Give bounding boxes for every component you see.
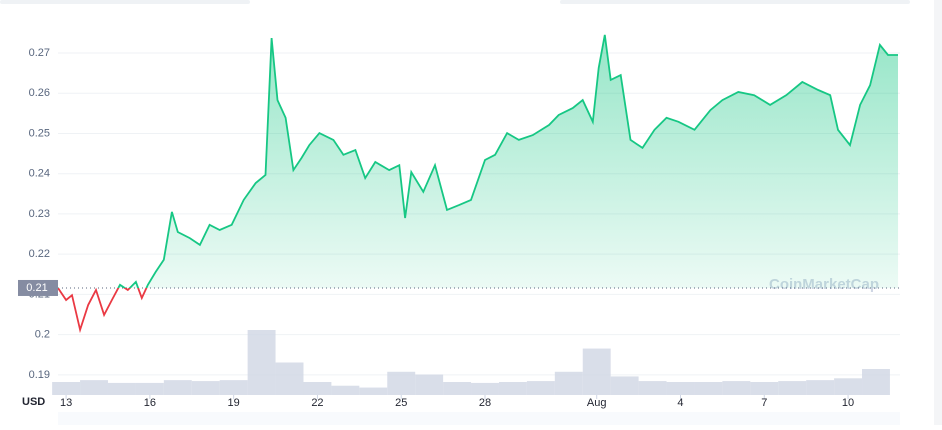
x-tick-label: 10 [842, 397, 854, 409]
x-tick-label: 16 [144, 397, 156, 409]
y-tick-label: 0.25 [29, 127, 50, 139]
x-tick-label: 19 [228, 397, 240, 409]
volume-bar [806, 380, 835, 395]
volume-bar [135, 382, 164, 395]
y-tick-label: 0.26 [29, 87, 50, 99]
volume-bar [498, 382, 527, 395]
volume-bar [52, 382, 81, 395]
y-tick-label: 0.23 [29, 208, 50, 220]
volume-bar [387, 371, 416, 395]
volume-bar [471, 382, 499, 395]
volume-bar [666, 382, 695, 395]
x-tick-label: 28 [479, 397, 491, 409]
volume-bar [443, 382, 472, 395]
y-tick-label: 0.22 [29, 248, 50, 260]
volume-bar [163, 380, 192, 395]
volume-bar [275, 362, 304, 395]
volume-bar [862, 369, 890, 395]
y-tick-label: 0.24 [29, 168, 50, 180]
y-tick-label: 0.2 [35, 329, 50, 341]
baseline-label: 0.21 [26, 282, 47, 294]
volume-bar [638, 381, 667, 395]
volume-bar [359, 387, 388, 395]
volume-bar [247, 330, 276, 395]
volume-bar [554, 371, 583, 395]
volume-bar [191, 381, 220, 395]
volume-bar [107, 382, 136, 395]
volume-bar [722, 381, 751, 395]
x-tick-label: 7 [761, 397, 767, 409]
baseline-label-bg [18, 279, 58, 296]
x-tick-label: 4 [677, 397, 683, 409]
range-bar [58, 412, 900, 425]
currency-label: USD [22, 396, 45, 408]
y-tick-label: 0.27 [29, 47, 50, 59]
volume-bar [610, 376, 639, 395]
top-control [0, 0, 250, 4]
volume-bar [331, 385, 360, 395]
x-tick-label: 22 [311, 397, 323, 409]
area-fill [58, 34, 899, 288]
volume-bar [778, 381, 807, 395]
x-tick-label: 25 [395, 397, 407, 409]
volume-bar [526, 381, 555, 395]
volume-bar [303, 382, 332, 395]
price-line [58, 34, 898, 288]
x-tick-label: Aug [587, 397, 607, 409]
y-tick-label: 0.19 [29, 369, 50, 381]
x-tick-label: 13 [60, 397, 72, 409]
volume-bar [415, 374, 444, 395]
volume-bar [80, 380, 108, 395]
volume-bar [219, 380, 248, 395]
volume-bar [582, 348, 611, 395]
volume-bar [694, 382, 723, 395]
top-control [560, 0, 910, 4]
volume-bar [750, 382, 779, 395]
volume-bar [834, 378, 863, 395]
side-panel [934, 0, 942, 425]
